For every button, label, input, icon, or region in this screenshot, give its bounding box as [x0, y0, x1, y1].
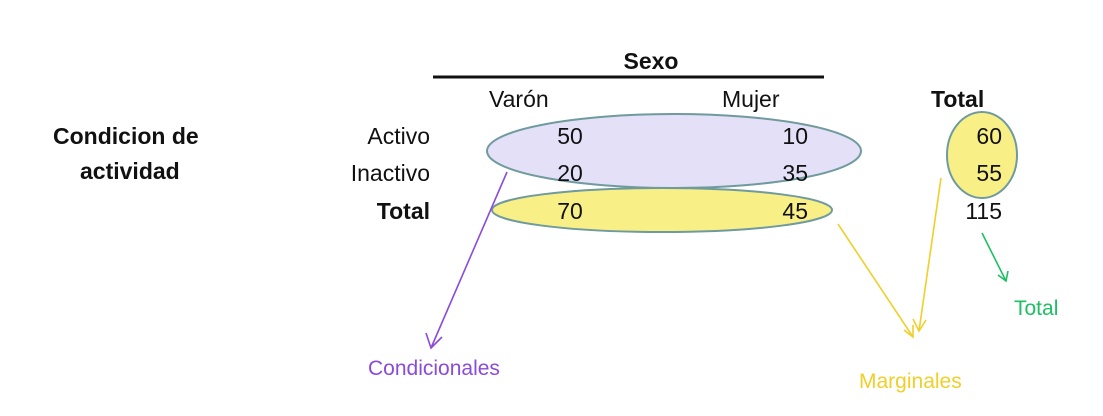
- cell-activo-mujer: 10: [782, 123, 808, 149]
- column-header-mujer: Mujer: [722, 86, 780, 112]
- row-group-label-line2: actividad: [80, 158, 180, 184]
- column-header-total: Total: [931, 86, 985, 112]
- row-marginal-ellipse: [946, 111, 1018, 199]
- cell-total-varon: 70: [557, 198, 583, 224]
- cell-inactivo-total: 55: [976, 160, 1002, 186]
- marginal-arrow-row: [918, 177, 942, 332]
- cell-inactivo-mujer: 35: [782, 160, 808, 186]
- row-label-inactivo: Inactivo: [350, 160, 430, 186]
- row-group-label-line1: Condicion de: [53, 123, 199, 149]
- cell-activo-total: 60: [976, 123, 1002, 149]
- cell-inactivo-varon: 20: [557, 160, 583, 186]
- label-total-annotation: Total: [1014, 297, 1059, 320]
- label-marginales: Marginales: [859, 370, 962, 393]
- total-arrow: [981, 232, 1007, 282]
- cell-activo-varon: 50: [557, 123, 583, 149]
- label-condicionales: Condicionales: [368, 357, 500, 380]
- row-label-activo: Activo: [367, 123, 430, 149]
- column-group-header: Sexo: [623, 48, 679, 74]
- row-label-total: Total: [376, 198, 430, 224]
- column-header-varon: Varón: [489, 86, 549, 112]
- conditional-arrow: [430, 171, 508, 349]
- cell-total-mujer: 45: [782, 198, 808, 224]
- column-marginal-ellipse: [491, 187, 833, 233]
- cell-grand-total: 115: [965, 198, 1002, 224]
- marginal-arrow-column: [837, 223, 914, 338]
